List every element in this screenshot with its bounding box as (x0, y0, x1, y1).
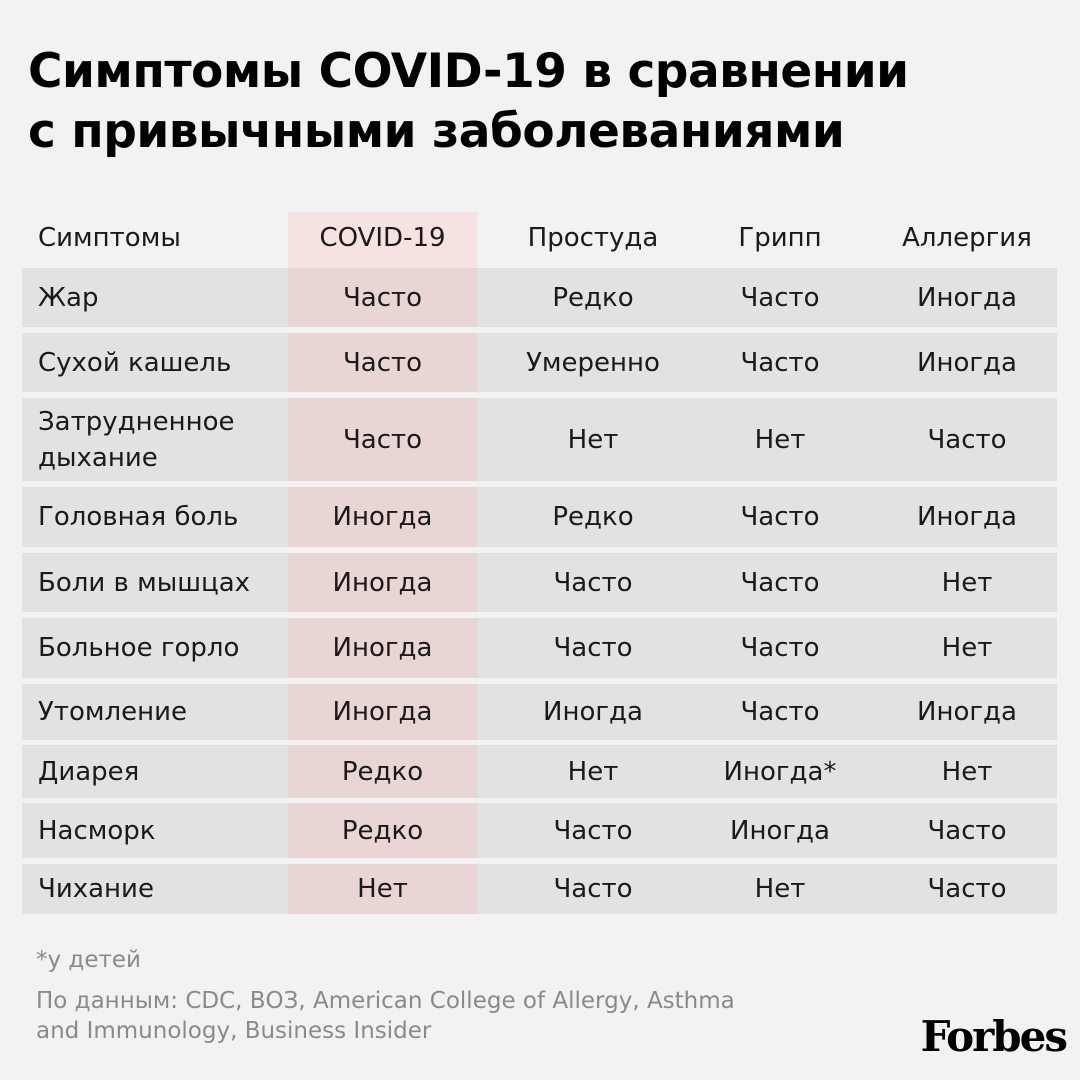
frequency-cell: Часто (740, 282, 820, 313)
column-highlight (288, 864, 477, 914)
footnote: *у детей (36, 947, 141, 973)
column-header: Простуда (527, 223, 659, 253)
frequency-cell: Иногда* (723, 756, 837, 787)
frequency-cell: Часто (927, 874, 1007, 904)
column-header: Симптомы (38, 223, 181, 253)
title-line: Симптомы COVID-19 в сравнении (28, 44, 909, 99)
frequency-cell: Нет (941, 756, 993, 787)
logo: Forbes (920, 1012, 1068, 1061)
frequency-cell: Иногда (917, 347, 1017, 378)
frequency-cell: Нет (357, 874, 408, 904)
column-highlight (288, 618, 477, 678)
column-highlight (288, 398, 477, 481)
row-band (22, 333, 1057, 392)
frequency-cell: Часто (342, 282, 423, 313)
frequency-cell: Часто (740, 567, 820, 598)
column-header: Аллергия (902, 223, 1032, 253)
frequency-cell: Иногда (332, 697, 433, 727)
column-highlight (288, 745, 477, 798)
row-band (22, 864, 1057, 914)
title-line: с привычными заболеваниями (28, 104, 845, 159)
frequency-cell: Иногда (332, 502, 433, 532)
frequency-cell: Нет (941, 567, 993, 598)
frequency-cell: Часто (740, 502, 820, 532)
frequency-cell: Иногда (730, 815, 830, 846)
symptom-cell: Боли в мышцах (38, 567, 251, 598)
symptom-cell: Больное горло (38, 633, 240, 663)
frequency-cell: Редко (341, 756, 424, 787)
column-highlight (288, 803, 477, 858)
frequency-cell: Умеренно (526, 347, 660, 378)
symptom-cell: Чихание (38, 874, 154, 904)
row-band (22, 398, 1057, 481)
frequency-cell: Часто (927, 815, 1007, 846)
frequency-cell: Часто (342, 424, 423, 455)
frequency-cell: Нет (754, 874, 806, 904)
frequency-cell: Часто (740, 347, 820, 378)
row-band (22, 618, 1057, 678)
frequency-cell: Нет (941, 633, 993, 663)
frequency-cell: Нет (754, 424, 806, 455)
frequency-cell: Часто (927, 424, 1007, 455)
frequency-cell: Часто (740, 697, 820, 727)
column-highlight (288, 268, 477, 327)
frequency-cell: Часто (740, 633, 820, 663)
frequency-cell: Часто (342, 347, 423, 378)
symptom-cell: Затрудненное дыхание (38, 406, 235, 473)
frequency-cell: Часто (553, 567, 633, 598)
row-band (22, 745, 1057, 798)
frequency-cell: Часто (553, 633, 633, 663)
column-header: Грипп (738, 223, 822, 253)
source-line: and Immunology, Business Insider (36, 1018, 432, 1044)
header-highlight (288, 212, 477, 268)
frequency-cell: Иногда (917, 697, 1017, 727)
frequency-cell: Часто (553, 815, 633, 846)
row-band (22, 684, 1057, 740)
frequency-cell: Часто (553, 874, 633, 904)
column-highlight (288, 333, 477, 392)
frequency-cell: Нет (567, 756, 619, 787)
frequency-cell: Иногда (917, 282, 1017, 313)
frequency-cell: Иногда (332, 567, 433, 598)
frequency-cell: Редко (552, 282, 634, 313)
symptom-cell: Сухой кашель (38, 347, 232, 378)
symptom-cell: Насморк (38, 815, 156, 846)
frequency-cell: Редко (552, 502, 634, 532)
frequency-cell: Редко (341, 815, 424, 846)
row-band (22, 803, 1057, 858)
column-highlight (288, 684, 477, 740)
frequency-cell: Иногда (917, 502, 1017, 532)
row-band (22, 487, 1057, 547)
column-header: COVID-19 (319, 223, 446, 253)
column-highlight (288, 553, 477, 612)
frequency-cell: Иногда (543, 697, 643, 727)
symptom-cell: Диарея (38, 756, 140, 787)
symptom-cell: Утомление (38, 697, 188, 727)
column-highlight (288, 487, 477, 547)
source-line: По данным: CDC, ВОЗ, American College of… (36, 988, 735, 1014)
row-band (22, 268, 1057, 327)
symptom-cell: Жар (38, 282, 99, 313)
row-band (22, 553, 1057, 612)
frequency-cell: Нет (567, 424, 619, 455)
frequency-cell: Иногда (332, 633, 433, 663)
symptom-cell: Головная боль (38, 502, 239, 532)
